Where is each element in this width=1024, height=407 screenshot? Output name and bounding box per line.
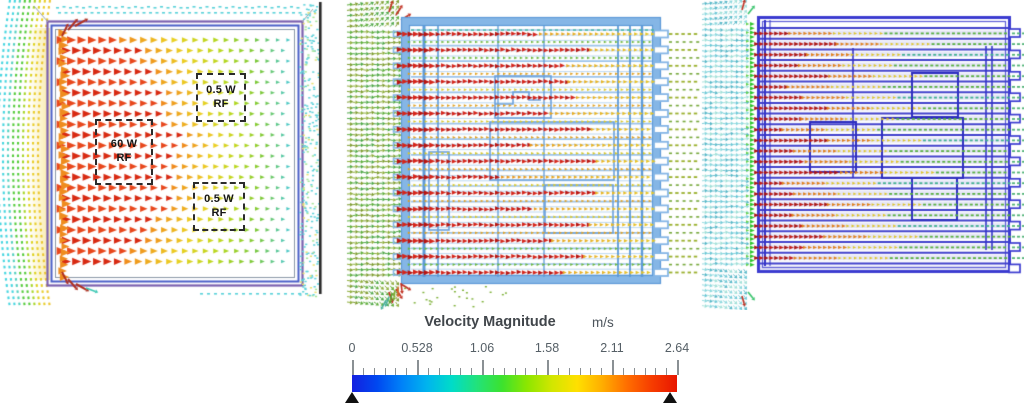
colorbar-tick xyxy=(579,368,581,375)
colorbar-tick xyxy=(677,360,679,375)
rf-annotation-top: 0.5 W RF xyxy=(196,73,246,122)
rf-annotation-center-label: 60 W RF xyxy=(110,138,138,164)
colorbar-tick-label: 2.64 xyxy=(664,341,690,355)
colorbar-tick xyxy=(644,368,646,375)
colorbar-tick xyxy=(666,368,668,375)
colorbar-tick-label: 0.528 xyxy=(401,341,433,355)
colorbar-tick-label: 2.11 xyxy=(600,341,624,355)
colorbar-tick xyxy=(547,360,549,375)
colorbar-tick xyxy=(568,368,570,375)
colorbar-tick-label: 1.06 xyxy=(469,341,495,355)
colorbar-tick xyxy=(655,368,657,375)
colorbar-tick-label: 0 xyxy=(348,341,356,355)
colorbar-tick xyxy=(503,368,505,375)
colorbar-tick-labels: 0 0.528 1.06 1.58 2.11 2.64 xyxy=(345,341,695,357)
colorbar-legend: Velocity Magnitude m/s 0 0.528 1.06 1.58 2.1… xyxy=(345,312,695,407)
range-max-marker xyxy=(663,392,677,403)
vector-plot-panel-1 xyxy=(0,0,345,310)
colorbar-tick xyxy=(362,368,364,375)
colorbar-tick xyxy=(633,368,635,375)
colorbar-gradient xyxy=(352,375,677,392)
rf-annotation-top-label: 0.5 W RF xyxy=(206,83,236,110)
colorbar-tick xyxy=(438,368,440,375)
colorbar-ruler xyxy=(345,359,695,375)
colorbar-tick xyxy=(373,368,375,375)
legend-title: Velocity Magnitude xyxy=(424,314,556,330)
rf-annotation-bottom: 0.5 W RF xyxy=(193,182,245,231)
colorbar-tick xyxy=(557,368,559,375)
colorbar-tick xyxy=(482,360,484,375)
rf-annotation-center: 60 W RF xyxy=(95,119,153,185)
colorbar-tick xyxy=(427,368,429,375)
colorbar-tick-label: 1.58 xyxy=(534,341,560,355)
colorbar-tick xyxy=(460,368,462,375)
rf-annotation-bottom-label: 0.5 W RF xyxy=(204,192,234,219)
colorbar-tick xyxy=(352,360,354,375)
colorbar-tick xyxy=(622,368,624,375)
colorbar-tick xyxy=(536,368,538,375)
colorbar-tick xyxy=(601,368,603,375)
colorbar-tick xyxy=(492,368,494,375)
colorbar-tick xyxy=(525,368,527,375)
colorbar-tick xyxy=(471,368,473,375)
colorbar-tick xyxy=(612,360,614,375)
range-min-marker xyxy=(345,392,359,403)
vector-plot-panel-3 xyxy=(700,0,1024,310)
colorbar-tick xyxy=(514,368,516,375)
vector-plot-panel-2 xyxy=(345,0,700,310)
colorbar-tick xyxy=(590,368,592,375)
colorbar-tick xyxy=(406,368,408,375)
colorbar-tick xyxy=(384,368,386,375)
colorbar-tick xyxy=(395,368,397,375)
legend-units: m/s xyxy=(592,315,614,330)
colorbar-tick xyxy=(449,368,451,375)
colorbar-tick xyxy=(417,360,419,375)
